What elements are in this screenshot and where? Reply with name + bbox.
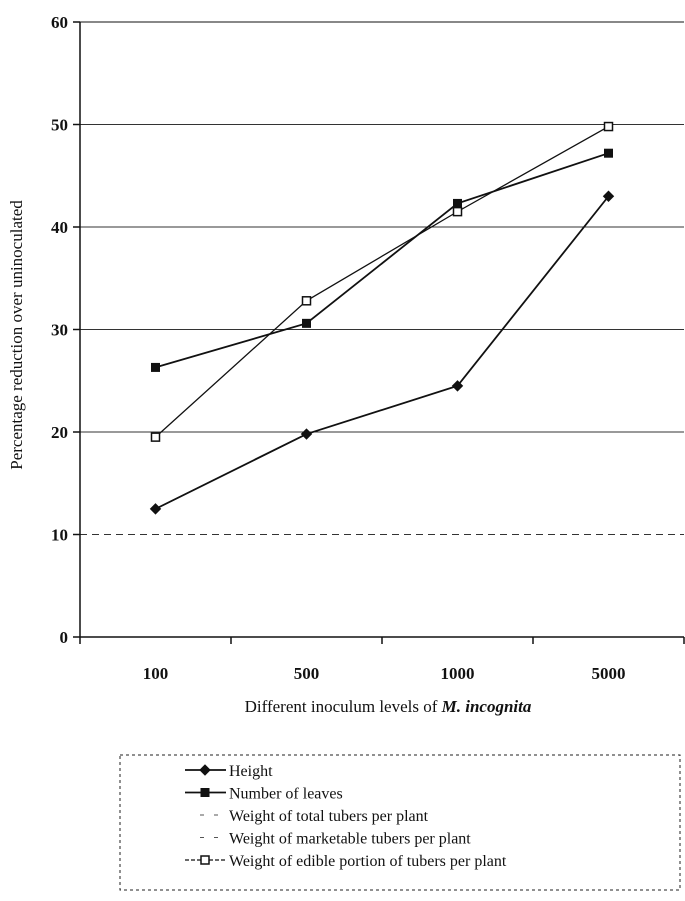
data-point <box>603 121 614 132</box>
x-axis-title-species: M. incognita <box>441 697 532 716</box>
series-line <box>155 195 610 510</box>
legend-item: Weight of total tubers per plant <box>200 808 429 825</box>
legend-swatch-marker <box>200 788 210 797</box>
data-point <box>150 432 161 442</box>
x-tick-label: 500 <box>294 664 320 683</box>
data-point <box>300 428 313 440</box>
series-line <box>155 152 609 369</box>
legend-label: Weight of marketable tubers per plant <box>229 831 471 848</box>
series-1 <box>151 148 613 372</box>
y-axis-title: Percentage reduction over uninoculated <box>7 200 26 470</box>
tick-labels: 0 10 20 30 40 50 60 100 500 1000 5000 <box>51 13 626 683</box>
y-tick-label: 30 <box>51 321 68 340</box>
series-layer <box>149 121 615 515</box>
data-point <box>302 318 311 328</box>
data-point <box>301 296 312 306</box>
data-point <box>451 380 464 392</box>
x-axis-title: Different inoculum levels of M. incognit… <box>245 697 532 716</box>
legend-swatch-marker <box>199 764 211 776</box>
legend-swatch-marker <box>200 855 210 865</box>
axes <box>73 21 685 644</box>
legend-item: Weight of edible portion of tubers per p… <box>185 853 507 870</box>
y-tick-label: 10 <box>51 526 68 545</box>
x-tick-label: 5000 <box>592 664 626 683</box>
x-tick-label: 1000 <box>441 664 475 683</box>
legend-item: Number of leaves <box>185 786 343 803</box>
legend-label: Number of leaves <box>229 786 343 803</box>
series-4 <box>150 121 614 442</box>
data-point <box>452 206 463 217</box>
x-axis-title-prefix: Different inoculum levels of <box>245 697 442 716</box>
legend-label: Weight of total tubers per plant <box>229 808 429 825</box>
legend-box <box>119 754 681 891</box>
y-tick-label: 0 <box>60 628 69 647</box>
legend-item: Weight of marketable tubers per plant <box>200 831 471 848</box>
data-point <box>604 148 613 158</box>
legend: Height Number of leaves Weight of total tu… <box>119 754 681 891</box>
y-tick-label: 40 <box>51 218 68 237</box>
y-tick-label: 50 <box>51 116 68 135</box>
data-point <box>149 503 162 515</box>
y-tick-label: 20 <box>51 423 68 442</box>
gridlines <box>80 124 684 535</box>
data-point <box>151 362 160 372</box>
data-point <box>602 190 615 202</box>
data-point <box>453 198 462 208</box>
series-line <box>155 125 609 438</box>
legend-label: Height <box>229 763 273 780</box>
legend-label: Weight of edible portion of tubers per p… <box>229 853 507 870</box>
legend-item: Height <box>185 763 273 780</box>
series-0 <box>149 190 615 515</box>
x-tick-label: 100 <box>143 664 169 683</box>
y-tick-label: 60 <box>51 13 68 32</box>
